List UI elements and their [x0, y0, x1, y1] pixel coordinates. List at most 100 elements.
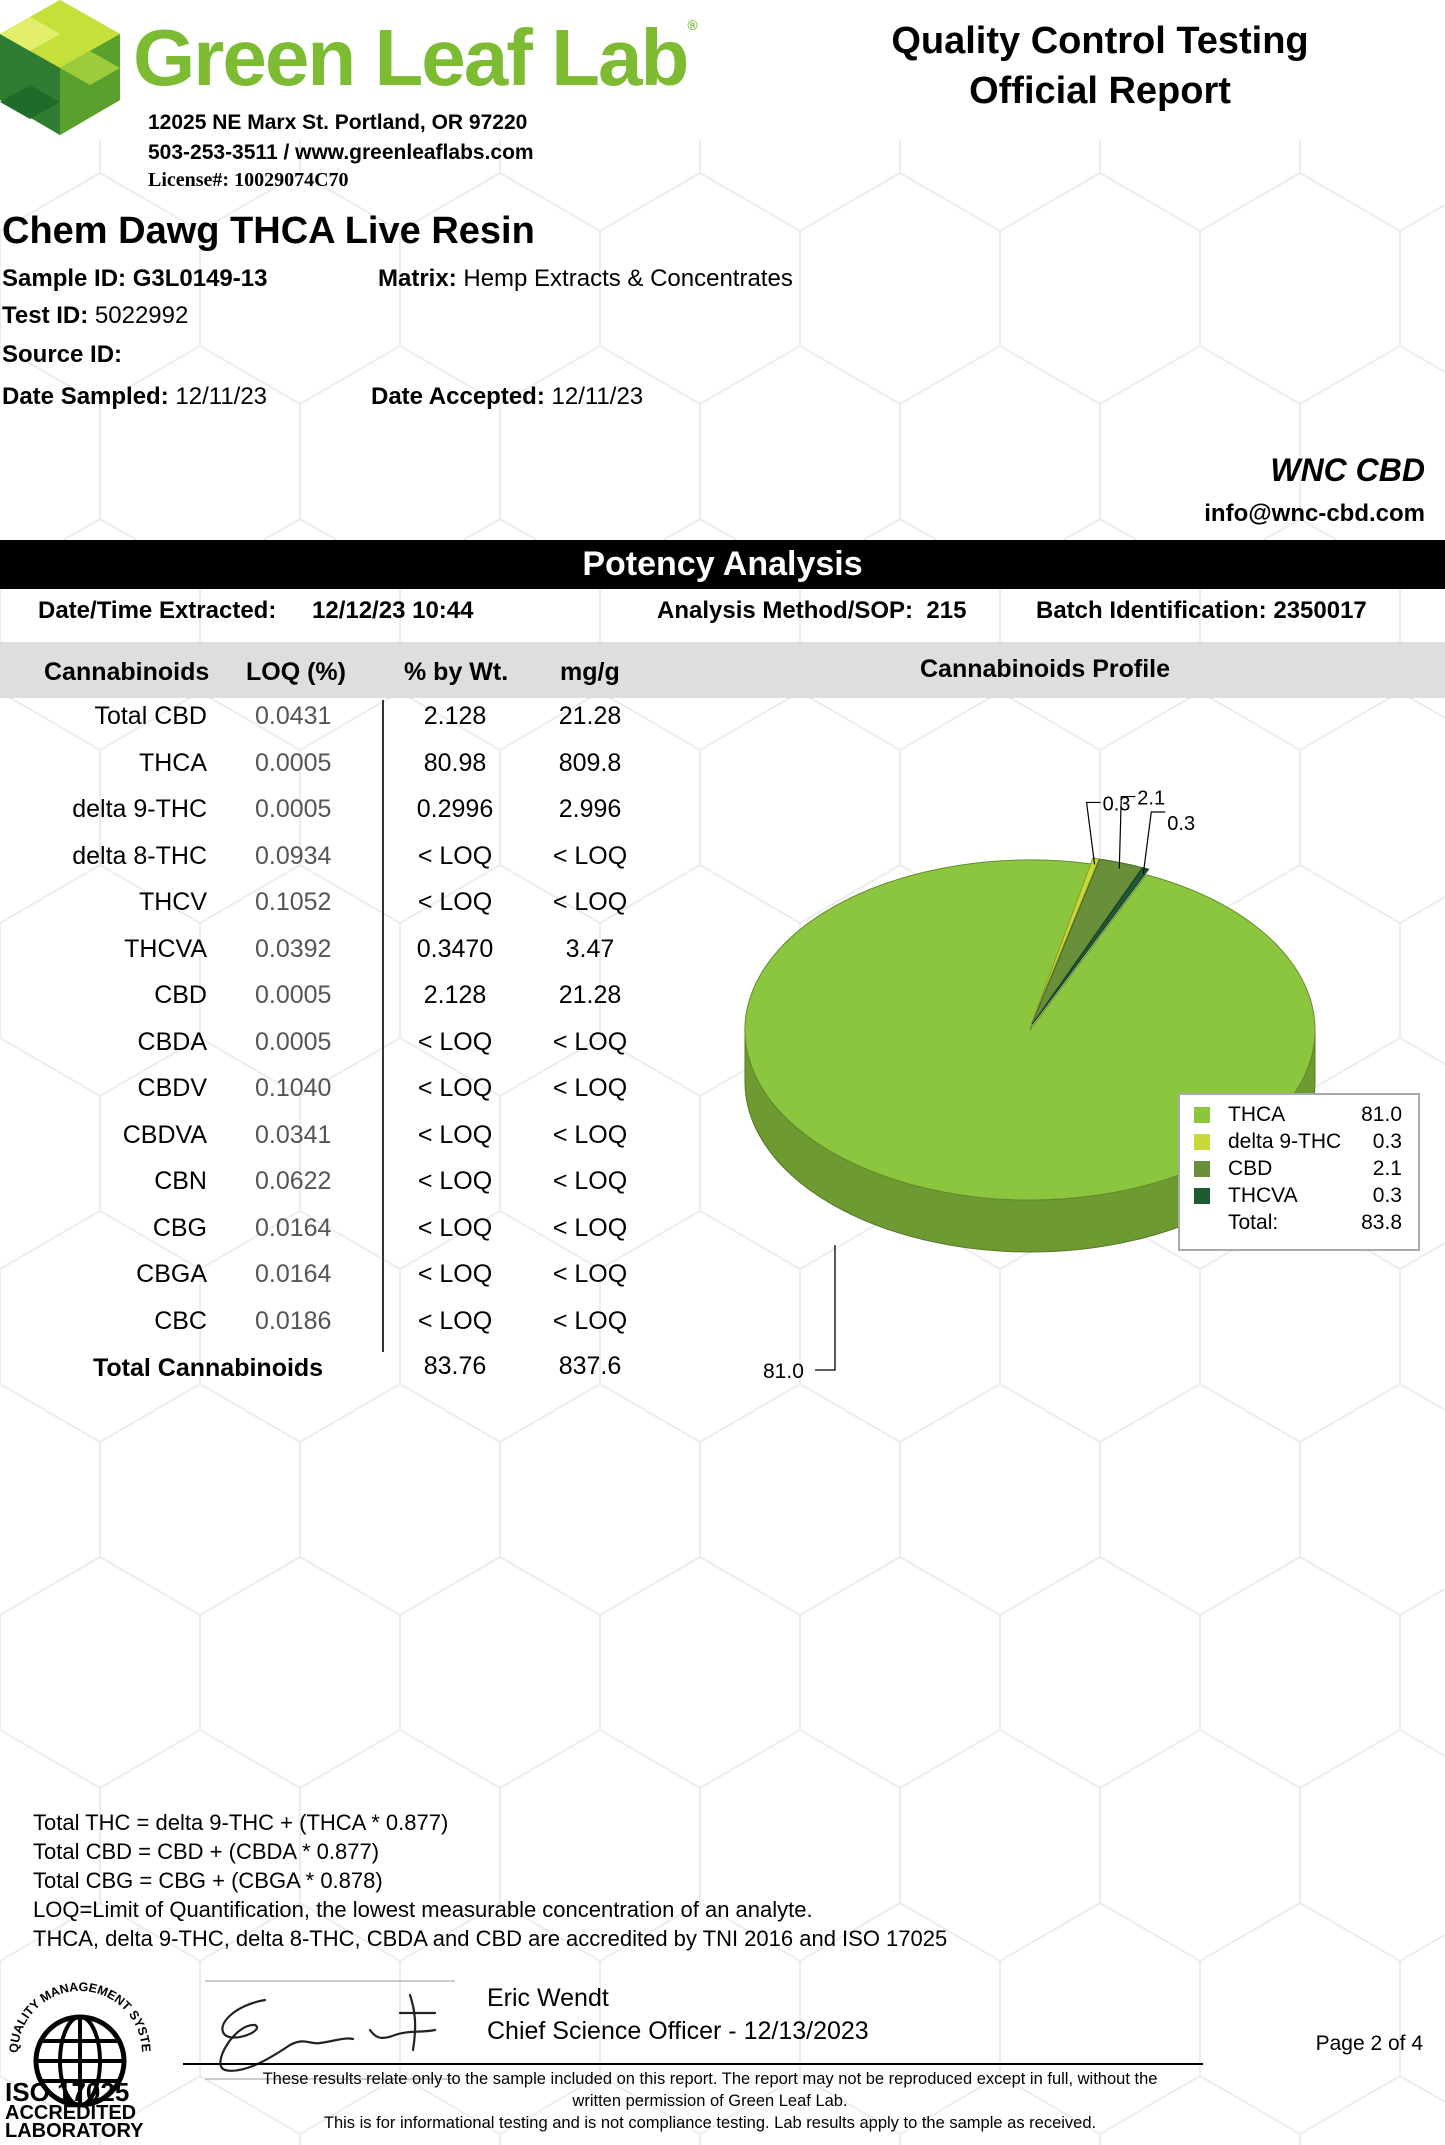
disclaimer-line1: These results relate only to the sample …	[262, 2070, 1158, 2088]
table-header-band	[0, 642, 1445, 698]
loq-value: 0.0392	[255, 934, 332, 963]
mg-per-g: < LOQ	[552, 1213, 628, 1242]
note-line: Total THC = delta 9-THC + (THCA * 0.877)	[33, 1810, 449, 1835]
lab-address-block: 12025 NE Marx St. Portland, OR 97220 503…	[148, 108, 534, 168]
pie-slice-2	[1031, 858, 1144, 1025]
loq-value: 0.0431	[255, 702, 332, 730]
col-header-mg: mg/g	[560, 658, 620, 686]
legend-label: delta 9-THC	[1228, 1130, 1342, 1153]
report-title-line1: Quality Control Testing	[891, 20, 1309, 62]
table-row: CBD 0.0005 2.128 21.28	[0, 972, 650, 1019]
pct-by-weight: 0.3470	[416, 934, 494, 963]
page-number: Page 2 of 4	[1315, 2032, 1423, 2055]
table-divider	[382, 700, 384, 1352]
legend-label: CBD	[1228, 1157, 1273, 1180]
table-row: THCV 0.1052 < LOQ < LOQ	[0, 879, 650, 926]
signer-name: Eric Wendt	[487, 1984, 609, 2012]
table-row: CBDV 0.1040 < LOQ < LOQ	[0, 1065, 650, 1112]
total-mg: 837.6	[558, 1352, 622, 1380]
pct-by-weight: 2.128	[423, 702, 487, 730]
table-row: CBDA 0.0005 < LOQ < LOQ	[0, 1019, 650, 1066]
iso-line2: ACCREDITED	[5, 2102, 137, 2124]
pct-by-weight: 80.98	[423, 748, 487, 777]
table-row: THCA 0.0005 80.98 809.8	[0, 740, 650, 787]
cannabinoid-name: THCV	[138, 888, 207, 916]
footer-divider	[183, 2063, 1203, 2065]
loq-value: 0.0005	[255, 1027, 332, 1056]
cannabinoid-name: THCVA	[124, 934, 207, 963]
pct-by-weight: < LOQ	[417, 1074, 493, 1102]
mg-per-g: < LOQ	[552, 841, 628, 870]
mg-per-g: < LOQ	[552, 1120, 628, 1149]
cannabinoid-name: THCA	[138, 748, 207, 777]
test-id: Test ID: 5022992	[2, 302, 189, 329]
mg-per-g: < LOQ	[552, 1074, 628, 1102]
cannabinoid-name: Total CBD	[94, 702, 207, 730]
loq-value: 0.0622	[255, 1167, 332, 1195]
mg-per-g: < LOQ	[552, 1260, 628, 1288]
total-label: Total Cannabinoids	[93, 1354, 324, 1382]
pie-slice-1	[1030, 857, 1100, 1025]
loq-value: 0.0341	[255, 1120, 332, 1149]
legend-value: 81.0	[1361, 1103, 1402, 1126]
report-title-line2: Official Report	[969, 70, 1231, 112]
legend-value: 2.1	[1372, 1157, 1402, 1180]
note-line: Total CBD = CBD + (CBDA * 0.877)	[33, 1839, 380, 1864]
table-row: delta 9-THC 0.0005 0.2996 2.996	[0, 786, 650, 833]
pct-by-weight: 0.2996	[416, 795, 494, 823]
cannabinoid-name: CBG	[152, 1213, 207, 1242]
loq-value: 0.1040	[255, 1074, 332, 1102]
disclaimer-line2: written permission of Green Leaf Lab.	[572, 2092, 848, 2110]
sample-id: Sample ID: G3L0149-13	[2, 265, 268, 292]
formula-notes: Total THC = delta 9-THC + (THCA * 0.877)…	[33, 1808, 947, 1953]
legend-label: THCVA	[1228, 1184, 1298, 1207]
pie-leader-3	[1142, 811, 1166, 875]
loq-value: 0.0934	[255, 841, 332, 870]
report-title: Quality Control Testing Official Report	[870, 16, 1330, 116]
table-row: delta 8-THC 0.0934 < LOQ < LOQ	[0, 833, 650, 880]
table-row: CBC 0.0186 < LOQ < LOQ	[0, 1298, 650, 1345]
table-row: THCVA 0.0392 0.3470 3.47	[0, 926, 650, 973]
lab-logo-text: Green Leaf Lab®	[133, 13, 698, 102]
loq-value: 0.0005	[255, 795, 332, 823]
cannabinoid-name: CBDA	[137, 1027, 207, 1056]
mg-per-g: 2.996	[558, 795, 622, 823]
lab-contact: 503-253-3511 / www.greenleaflabs.com	[148, 141, 534, 164]
pct-by-weight: < LOQ	[417, 888, 493, 916]
batch-identification: Batch Identification: 2350017	[1036, 597, 1367, 624]
note-line: Total CBG = CBG + (CBGA * 0.878)	[33, 1868, 383, 1893]
col-header-cannabinoids: Cannabinoids	[44, 658, 210, 686]
date-sampled: Date Sampled: 12/11/23	[2, 383, 268, 410]
legend-entry: THCVA 0.3	[1180, 1182, 1418, 1209]
pie-slice-0	[744, 859, 1316, 1201]
cannabinoid-name: CBGA	[136, 1260, 207, 1288]
mg-per-g: < LOQ	[552, 1167, 628, 1195]
cannabinoid-name: CBDVA	[122, 1120, 207, 1149]
signer-block: Eric Wendt Chief Science Officer - 12/13…	[487, 1982, 869, 2048]
cannabinoids-profile-title: Cannabinoids Profile	[920, 655, 1171, 683]
legend-entry: delta 9-THC 0.3	[1180, 1128, 1418, 1155]
legend-total-label: Total:	[1228, 1211, 1279, 1234]
pie-leader-1	[1085, 801, 1101, 865]
cannabinoid-name: CBC	[154, 1306, 207, 1335]
date-extracted-value: 12/12/23 10:44	[312, 597, 474, 624]
cannabinoids-pie-chart: 81.00.3 2.10.3	[744, 788, 1316, 1380]
pct-by-weight: < LOQ	[417, 1167, 493, 1195]
loq-value: 0.1052	[255, 888, 332, 916]
col-header-pct: % by Wt.	[404, 658, 509, 686]
mg-per-g: < LOQ	[552, 1027, 628, 1056]
legend-swatch	[1194, 1134, 1210, 1150]
legend-total-value: 83.8	[1361, 1211, 1402, 1234]
pie-value-label-3: 0.3	[1167, 813, 1195, 835]
pie-slice-3	[1031, 867, 1150, 1025]
pie-value-label-2: 2.1	[1137, 788, 1165, 810]
signer-title: Chief Science Officer - 12/13/2023	[487, 2017, 869, 2045]
pct-by-weight: < LOQ	[417, 1306, 493, 1335]
iso-line1: ISO 17025	[5, 2077, 130, 2107]
pie-value-label-1: 0.3	[1103, 793, 1131, 815]
legend-label: THCA	[1228, 1103, 1286, 1126]
pct-by-weight: < LOQ	[417, 1260, 493, 1288]
signature-image	[205, 1980, 455, 2080]
mg-per-g: 809.8	[558, 748, 622, 777]
pct-by-weight: 2.128	[423, 981, 487, 1009]
